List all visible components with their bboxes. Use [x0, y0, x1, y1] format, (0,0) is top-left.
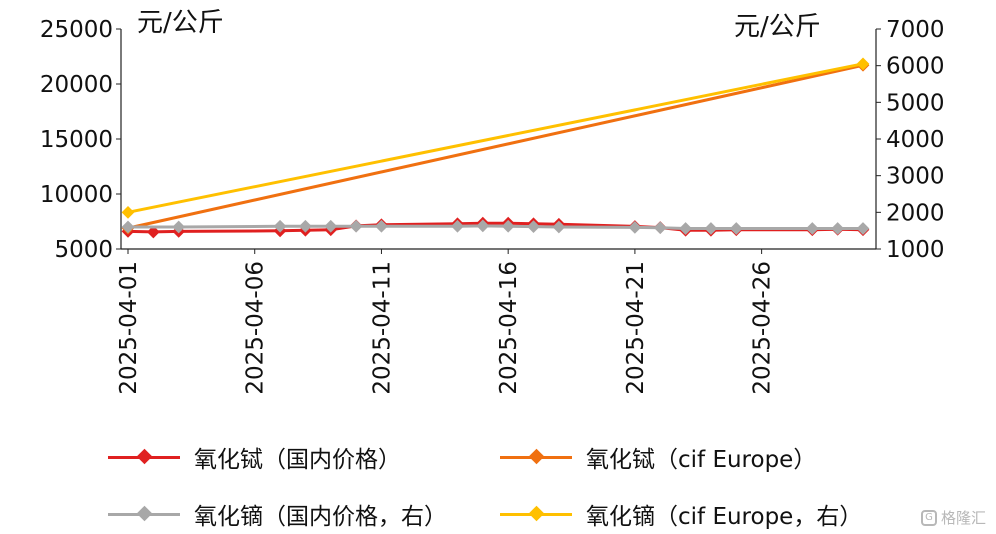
series-point — [476, 219, 490, 233]
legend-label: 氧化铽（国内价格） — [194, 447, 401, 473]
series-point — [856, 222, 870, 235]
series-point — [856, 57, 870, 71]
legend-label: 氧化镝（cif Europe，右） — [586, 504, 863, 530]
series-point — [324, 219, 338, 233]
series-line — [127, 63, 864, 230]
legend-item-tb-cif: 氧化铽（cif Europe） — [500, 437, 816, 477]
legend-swatch — [108, 448, 180, 464]
right-tick-label: 6000 — [886, 54, 945, 80]
series-point — [146, 225, 160, 239]
axes — [116, 28, 881, 254]
x-tick-label: 2025-04-16 — [496, 261, 522, 395]
right-tick-label: 5000 — [886, 90, 945, 116]
right-axis-unit: 元/公斤 — [734, 12, 821, 42]
series-point — [349, 219, 363, 233]
watermark: G 格隆汇 — [920, 507, 986, 528]
legend-label: 氧化镝（国内价格，右） — [194, 504, 447, 530]
left-axis-unit: 元/公斤 — [137, 8, 224, 38]
series-point — [679, 222, 692, 235]
x-tick-label: 2025-04-21 — [623, 261, 649, 395]
left-tick-label: 5000 — [54, 237, 113, 263]
series-point — [628, 221, 642, 234]
left-tick-label: 20000 — [40, 72, 113, 98]
series-point — [831, 222, 845, 235]
legend-swatch — [500, 505, 572, 521]
watermark-text: 格隆汇 — [940, 509, 986, 527]
series-point — [172, 220, 186, 234]
right-tick-label: 7000 — [886, 17, 945, 43]
left-tick-label: 10000 — [40, 182, 113, 208]
legend: 氧化铽（国内价格） 氧化铽（cif Europe） 氧化镝（国内价格，右） 氧化… — [0, 425, 996, 534]
right-tick-label: 3000 — [886, 164, 945, 190]
x-tick-label: 2025-04-01 — [116, 261, 142, 395]
right-tick-label: 2000 — [886, 200, 945, 226]
series-point — [375, 219, 388, 233]
series-line — [128, 224, 863, 230]
x-tick-label: 2025-04-26 — [750, 261, 776, 395]
tick-labels: 5000 10000 15000 20000 25000 1000 2000 3000 4000… — [40, 17, 945, 395]
series-layer — [121, 57, 870, 239]
series-point — [299, 219, 312, 233]
series-point — [451, 219, 464, 233]
legend-swatch — [108, 505, 180, 521]
series-line — [127, 62, 864, 214]
legend-swatch — [500, 448, 572, 464]
series-point — [653, 221, 667, 235]
series-point — [501, 219, 515, 233]
series-point — [704, 222, 718, 235]
right-tick-label: 4000 — [886, 127, 945, 153]
legend-label: 氧化铽（cif Europe） — [586, 447, 817, 473]
series-point — [805, 222, 819, 235]
right-tick-label: 1000 — [886, 237, 945, 263]
left-tick-label: 15000 — [40, 127, 113, 153]
series-point — [273, 219, 287, 233]
legend-item-tb-domestic: 氧化铽（国内价格） — [108, 437, 401, 477]
g-logo-icon: G — [920, 509, 937, 526]
series-point — [121, 205, 135, 219]
legend-item-dy-domestic: 氧化镝（国内价格，右） — [108, 494, 447, 534]
left-tick-label: 25000 — [40, 17, 113, 43]
x-tick-label: 2025-04-06 — [243, 261, 269, 395]
x-tick-label: 2025-04-11 — [369, 261, 395, 395]
legend-item-dy-cif: 氧化镝（cif Europe，右） — [500, 494, 862, 534]
series-3 — [121, 57, 870, 219]
series-point — [729, 222, 743, 235]
series-point — [121, 220, 135, 234]
